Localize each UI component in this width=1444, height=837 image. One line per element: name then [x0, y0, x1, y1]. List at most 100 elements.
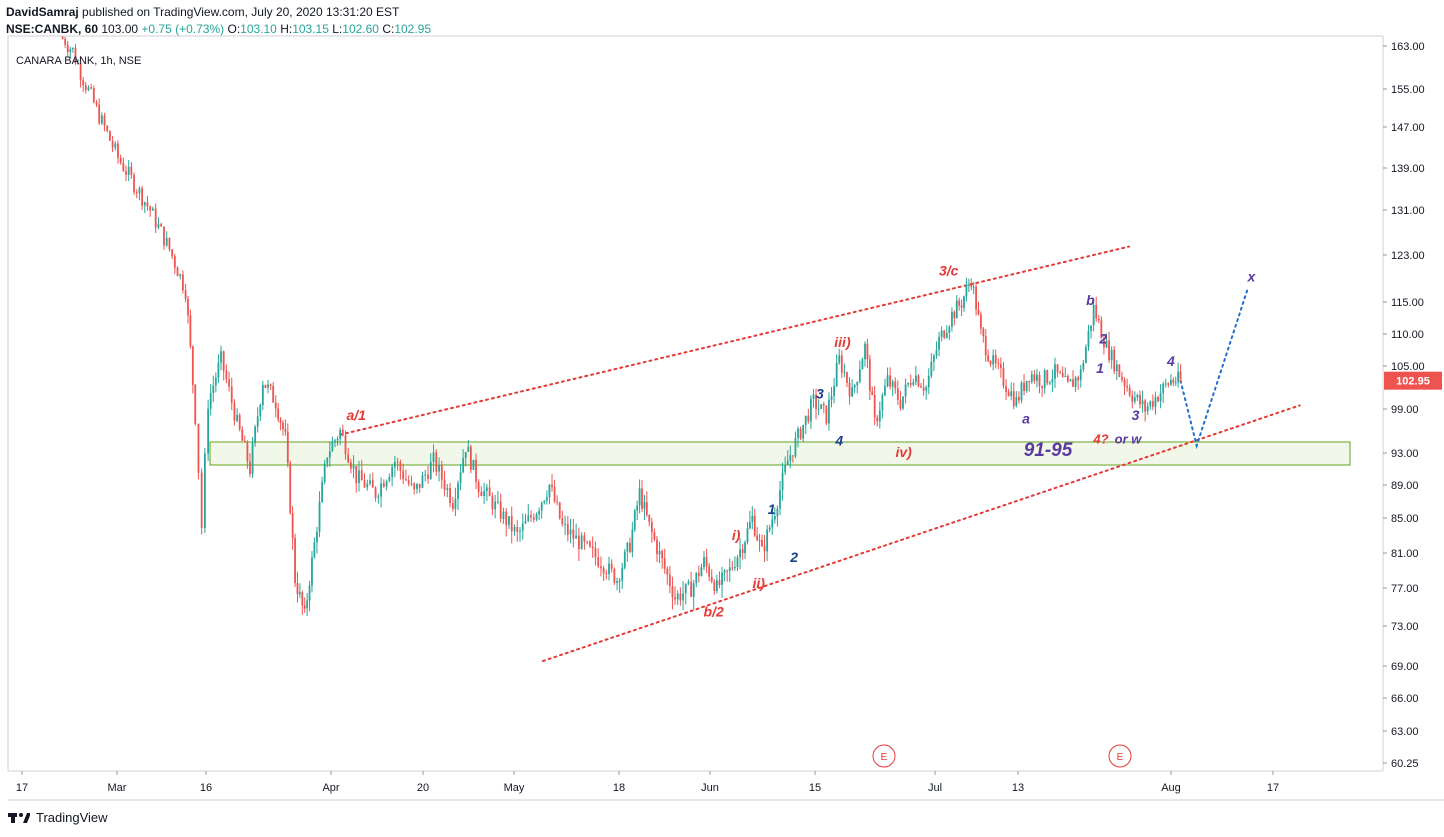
y-tick-label: 115.00: [1391, 297, 1424, 309]
candle-body: [418, 483, 421, 488]
candle-body: [298, 592, 301, 595]
author-name[interactable]: DavidSamraj: [6, 5, 79, 19]
candle-body: [909, 383, 912, 385]
candle-body: [756, 535, 759, 540]
candle-body: [303, 605, 306, 609]
y-tick-label: 93.00: [1391, 448, 1419, 460]
candle-body: [1082, 362, 1085, 370]
candle-body: [1149, 401, 1152, 407]
candle-body: [1121, 376, 1123, 380]
candle-body: [264, 384, 267, 388]
candle-body: [152, 208, 154, 211]
candle-body: [321, 481, 324, 502]
candle-body: [891, 381, 894, 387]
candle-body: [736, 557, 739, 567]
footer: TradingView: [8, 810, 108, 825]
candle-body: [977, 309, 980, 315]
publish-line: DavidSamraj published on TradingView.com…: [6, 4, 431, 21]
candle-body: [176, 267, 179, 277]
candle-body: [1059, 372, 1062, 374]
wave-label: 3/c: [939, 263, 959, 279]
candle-body: [687, 581, 690, 584]
candle-body: [1157, 397, 1159, 402]
candle-body: [608, 563, 610, 575]
candle-body: [718, 580, 721, 585]
candle-body: [851, 387, 854, 397]
candle-body: [710, 576, 713, 582]
candle-body: [1179, 371, 1182, 380]
candle-body: [600, 566, 602, 569]
candle-body: [558, 502, 561, 519]
candle-body: [291, 513, 294, 539]
candle-body: [577, 535, 580, 550]
footer-brand[interactable]: TradingView: [36, 810, 108, 825]
candle-body: [243, 440, 246, 443]
candle-body: [189, 315, 192, 347]
axes: 163.00155.00147.00139.00131.00123.00115.…: [7, 35, 1444, 801]
candle-body: [111, 140, 114, 148]
candle-body: [602, 568, 605, 574]
wave-label: 4: [834, 433, 843, 449]
candle-body: [858, 369, 861, 382]
candle-body: [475, 459, 477, 482]
candle-body: [1154, 397, 1157, 407]
projection-label-purple: or w: [1115, 431, 1143, 446]
lower-channel-line: [542, 404, 1301, 662]
candle-body: [605, 573, 608, 575]
candle-body: [282, 422, 284, 430]
candle-body: [965, 285, 968, 297]
candle-body: [807, 415, 810, 422]
candle-body: [371, 480, 374, 488]
candle-body: [462, 458, 465, 473]
support-zone: [209, 441, 1351, 466]
ohlc-line: NSE:CANBK, 60 103.00 +0.75 (+0.73%) O:10…: [6, 21, 431, 38]
x-tick-label: Apr: [322, 782, 339, 794]
candle-body: [497, 501, 499, 503]
candle-body: [1002, 367, 1005, 387]
candle-body: [154, 208, 157, 228]
wave-label: x: [1247, 268, 1257, 284]
upper-channel-line: [339, 245, 1131, 436]
candle-body: [135, 192, 138, 194]
candle-body: [728, 567, 731, 572]
candle-body: [840, 355, 843, 373]
candle-body: [279, 419, 282, 423]
candle-body: [1012, 391, 1015, 407]
candle-body: [975, 286, 977, 310]
candle-body: [74, 47, 77, 64]
candle-body: [225, 370, 228, 380]
candle-body: [1074, 377, 1077, 387]
candle-body: [382, 483, 385, 487]
candle-body: [894, 381, 897, 389]
candle-body: [833, 386, 835, 396]
candle-body: [616, 580, 618, 583]
low-label: L:: [332, 22, 343, 36]
candle-body: [251, 443, 254, 474]
symbol-label: NSE:CANBK, 60: [6, 22, 99, 36]
candle-body: [402, 470, 405, 480]
candle-body: [643, 502, 646, 509]
candle-body: [551, 484, 553, 488]
wave-label: 4: [1166, 353, 1175, 369]
candle-body: [316, 531, 318, 543]
candle-body: [705, 557, 708, 567]
candle-body: [751, 515, 754, 522]
candle-body: [429, 461, 432, 479]
candle-body: [1144, 400, 1147, 412]
candle-body: [1056, 364, 1059, 373]
y-tick-label: 131.00: [1391, 205, 1425, 217]
candle-body: [641, 488, 643, 509]
candle-body: [122, 162, 125, 172]
candle-body: [1051, 378, 1054, 383]
candle-body: [119, 157, 122, 163]
candle-body: [917, 375, 920, 387]
candle-body: [984, 336, 987, 356]
y-tick-label: 105.00: [1391, 361, 1425, 373]
candle-body: [133, 174, 135, 193]
candle-body: [64, 38, 67, 45]
candle-body: [575, 535, 578, 539]
candle-body: [594, 548, 597, 558]
candle-body: [217, 362, 220, 378]
candle-body: [873, 395, 876, 418]
